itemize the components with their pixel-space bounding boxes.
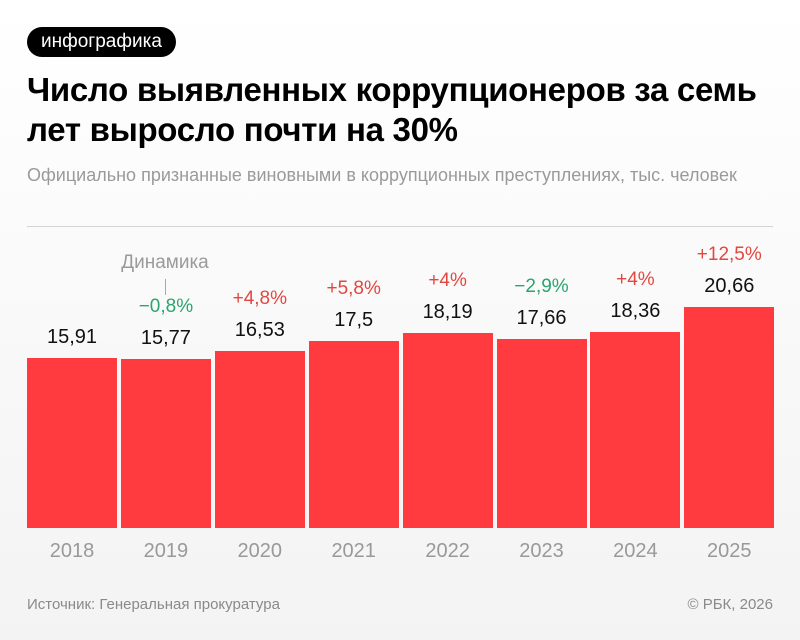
value-label: 17,66 xyxy=(516,307,567,330)
change-label: +12,5% xyxy=(696,244,762,265)
x-tick-label: 2018 xyxy=(49,540,95,562)
change-label: +4% xyxy=(616,268,655,290)
x-tick-label: 2020 xyxy=(237,540,283,562)
value-label: 15,91 xyxy=(46,325,98,348)
x-tick-label: 2022 xyxy=(425,540,470,562)
value-label: 20,66 xyxy=(704,275,755,297)
change-label: +4% xyxy=(428,270,467,292)
x-tick-label: 2019 xyxy=(143,540,189,562)
bar-2020 xyxy=(214,351,305,528)
bar-2018 xyxy=(27,357,117,528)
divider xyxy=(27,226,773,227)
bar-2025 xyxy=(684,307,775,528)
x-tick-label: 2024 xyxy=(613,540,658,562)
change-label: −0,8% xyxy=(138,296,194,318)
change-label: +5,8% xyxy=(326,277,381,299)
bar-2024 xyxy=(590,331,681,528)
x-tick-label: 2021 xyxy=(331,540,376,562)
change-annotation: Динамика xyxy=(121,252,209,273)
bar-2023 xyxy=(496,339,587,528)
value-label: 16,53 xyxy=(234,319,285,342)
source: Источник: Генеральная прокуратура xyxy=(27,596,280,613)
change-label: −2,9% xyxy=(514,276,569,298)
value-label: 18,19 xyxy=(422,301,473,324)
x-tick-label: 2023 xyxy=(519,540,564,562)
x-tick-label: 2025 xyxy=(707,540,752,562)
value-label: 18,36 xyxy=(610,299,661,322)
bar-2021 xyxy=(308,340,399,528)
page-title: Число выявленных коррупционеров за семь … xyxy=(27,71,757,148)
change-label: +4,8% xyxy=(232,288,287,310)
value-label: 15,77 xyxy=(140,327,191,350)
bar-2022 xyxy=(402,333,493,528)
subtitle: Официально признанные виновными в корруп… xyxy=(27,165,737,185)
copyright: © РБК, 2026 xyxy=(687,596,773,613)
change-annotation-line xyxy=(165,279,166,295)
infographic-badge: инфографика xyxy=(27,27,176,57)
bar-2019 xyxy=(120,359,211,528)
value-label: 17,5 xyxy=(334,308,374,331)
